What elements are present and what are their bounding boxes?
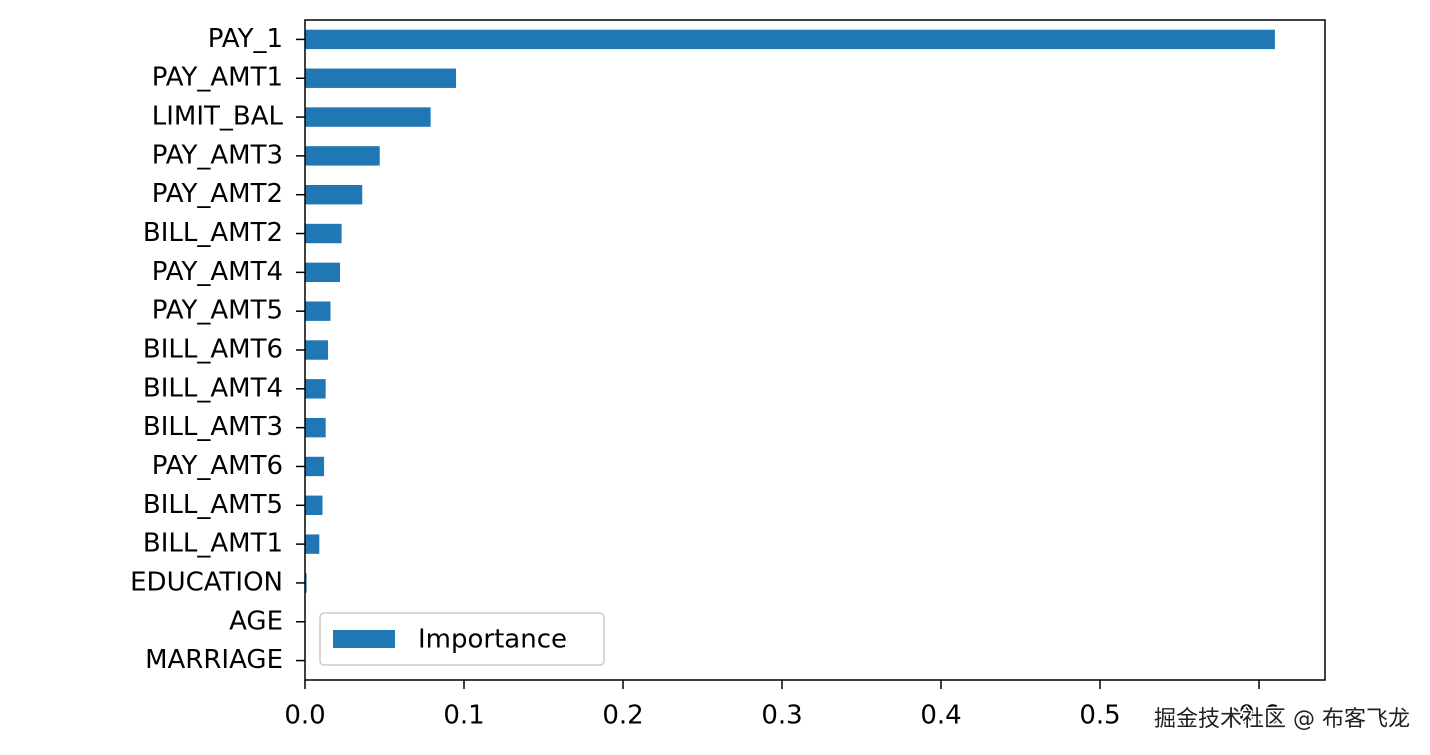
y-tick-label: PAY_AMT4 [152, 257, 283, 287]
y-tick-label: BILL_AMT6 [143, 335, 283, 365]
y-tick-label: MARRIAGE [145, 645, 283, 675]
x-tick-label: 0.3 [761, 701, 802, 731]
y-tick-label: BILL_AMT2 [143, 218, 283, 248]
legend-label: Importance [418, 625, 567, 655]
y-tick-label: BILL_AMT5 [143, 490, 283, 520]
bar [305, 262, 340, 283]
y-tick-label: EDUCATION [130, 567, 283, 597]
y-tick-label: BILL_AMT4 [143, 373, 283, 403]
y-tick-label: PAY_AMT1 [152, 63, 283, 93]
bar [305, 146, 380, 166]
bar [305, 29, 1275, 50]
y-tick-label: AGE [229, 606, 283, 636]
y-tick-label: BILL_AMT3 [143, 412, 283, 442]
bar [305, 301, 331, 321]
x-tick-label: 0.0 [284, 701, 325, 731]
y-tick-label: PAY_AMT2 [152, 179, 283, 209]
y-tick-label: PAY_AMT5 [152, 296, 283, 326]
legend-box [319, 612, 605, 666]
plot-frame [304, 19, 1326, 681]
bar [305, 495, 323, 515]
bar [305, 573, 307, 593]
bar [305, 534, 320, 554]
y-tick-label: BILL_AMT1 [143, 529, 283, 559]
watermark: 掘金技术社区 @ 布客飞龙 [1154, 707, 1410, 732]
legend-swatch [333, 630, 395, 648]
x-tick-label: 0.5 [1079, 701, 1120, 731]
bar [305, 340, 329, 360]
y-tick-label: PAY_AMT6 [152, 451, 283, 481]
y-tick-label: PAY_1 [208, 24, 283, 54]
bar [305, 107, 431, 127]
x-tick-label: 0.6 [1238, 701, 1279, 731]
x-tick-label: 0.1 [443, 701, 484, 731]
bar [305, 417, 326, 438]
x-tick-label: 0.4 [920, 701, 961, 731]
bar [305, 68, 457, 88]
bar [305, 379, 326, 399]
bar [305, 223, 342, 244]
bar [305, 185, 363, 205]
bar [305, 456, 325, 477]
x-tick-label: 0.2 [602, 701, 643, 731]
y-tick-label: PAY_AMT3 [152, 140, 283, 170]
y-tick-label: LIMIT_BAL [152, 102, 284, 132]
